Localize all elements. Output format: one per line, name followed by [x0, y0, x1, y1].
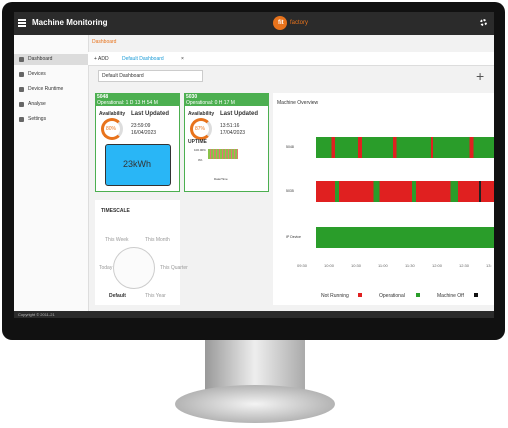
row-label: 5035 [286, 189, 294, 193]
device-status: Operational: 0 H 17 M [186, 100, 235, 106]
timescale-option[interactable]: This Month [145, 237, 170, 243]
sidebar-icon[interactable] [19, 87, 24, 92]
sidebar-item[interactable]: Device Runtime [28, 86, 64, 92]
timescale-option[interactable]: Today [99, 265, 113, 271]
timescale-option[interactable]: This Year [145, 293, 166, 299]
energy-value: 23kWh [123, 159, 152, 169]
availability-label: Availability [99, 111, 126, 117]
sidebar-icon[interactable] [19, 57, 24, 62]
tab[interactable]: Default Dashboard [122, 56, 164, 62]
logo-text: fit [278, 20, 284, 26]
updated-date: 17/04/2023 [220, 130, 246, 136]
timescale-dial[interactable] [113, 247, 155, 289]
sidebar [14, 35, 89, 311]
uptime-label: UPTIME [188, 139, 207, 145]
uptime-axis: Date/Time [214, 177, 228, 181]
timescale-option[interactable]: Default [109, 293, 126, 299]
sidebar-item[interactable]: Settings [28, 116, 47, 122]
add-widget[interactable]: + [476, 68, 485, 84]
sidebar-active [14, 54, 88, 65]
sidebar-icon[interactable] [19, 72, 24, 77]
sidebar-item[interactable]: Dashboard [28, 56, 53, 62]
availability-label: Availability [188, 111, 215, 117]
time-label: 13: [486, 263, 492, 268]
time-label: 11:30 [405, 263, 415, 268]
tab-bar [88, 52, 494, 66]
availability-value: 80% [106, 126, 117, 132]
settings-icon[interactable] [480, 19, 487, 26]
tab-close[interactable]: × [181, 56, 184, 62]
sidebar-item[interactable]: Analyse [28, 101, 46, 107]
updated-label: Last Updated [220, 111, 259, 117]
sidebar-icon[interactable] [19, 102, 24, 107]
time-label: 12:30 [459, 263, 470, 268]
card-header [184, 93, 269, 106]
header-bar [14, 12, 494, 35]
time-label: 12:00 [432, 263, 443, 268]
energy-box [105, 144, 171, 186]
device-id: 5030 [186, 94, 198, 100]
add-button[interactable]: + ADD [94, 56, 109, 62]
status-bar [316, 227, 494, 248]
time-label: 11:00 [378, 263, 388, 268]
row-label: IP Device [286, 235, 301, 239]
footer-bar [14, 311, 494, 318]
row-label: 5048 [286, 145, 294, 149]
device-status: Operational: 1 D 13 H 54 M [97, 100, 158, 106]
legend-swatch [416, 293, 420, 297]
legend-swatch [358, 293, 362, 297]
updated-time: 13:51:16 [220, 123, 240, 129]
breadcrumb[interactable]: Dashboard [92, 39, 117, 45]
uptime-max: 100.00% [194, 148, 206, 152]
timescale-option[interactable]: This Quarter [160, 265, 188, 271]
time-label: 10:00 [324, 263, 335, 268]
sidebar-item[interactable]: Devices [28, 71, 46, 77]
overview-title: Machine Overview [277, 100, 319, 106]
updated-date: 16/04/2023 [131, 130, 157, 136]
logo-circle [273, 16, 287, 30]
dashboard-name-input[interactable]: Default Dashboard [98, 70, 203, 82]
legend-label: Operational [379, 293, 405, 299]
legend-swatch [474, 293, 478, 297]
device-id: 5048 [97, 94, 109, 100]
uptime-chart [208, 149, 238, 159]
legend-label: Machine Off [437, 293, 464, 299]
timescale-title: TIMESCALE [101, 208, 130, 214]
time-label: 10:30 [351, 263, 362, 268]
availability-gauge [101, 118, 123, 140]
card-header [95, 93, 180, 106]
app-title: Machine Monitoring [32, 18, 108, 27]
screen: Machine Monitoring fit factory Dashboard… [14, 12, 494, 318]
status-bar [316, 181, 494, 202]
updated-label: Last Updated [131, 111, 170, 117]
menu-icon[interactable] [18, 19, 26, 27]
status-bar [316, 137, 494, 158]
sidebar-icon[interactable] [19, 117, 24, 122]
footer-text: Copyright © 2011-21 [18, 312, 55, 317]
device-card [184, 93, 269, 192]
timescale-option[interactable]: This Week [105, 237, 129, 243]
legend-label: Not Running [321, 293, 349, 299]
availability-value: 87% [195, 126, 206, 132]
updated-time: 23:59:09 [131, 123, 151, 129]
time-label: 09:30 [297, 263, 308, 268]
stand-base [175, 385, 335, 423]
logo-text: factory [290, 20, 309, 26]
availability-gauge [190, 118, 212, 140]
uptime-min: 0% [198, 158, 203, 162]
